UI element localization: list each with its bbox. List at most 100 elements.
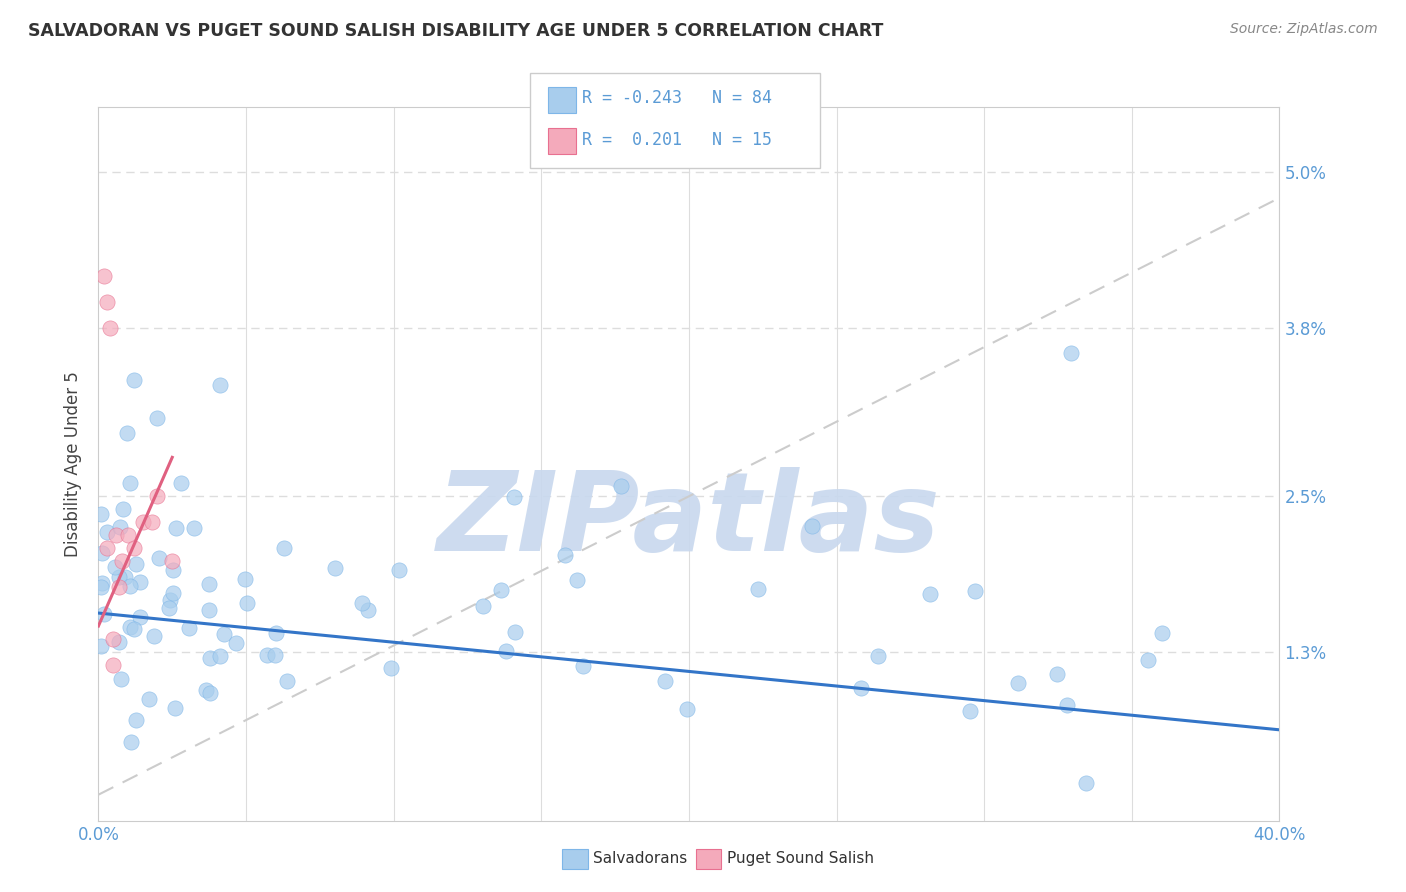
Point <box>209 378 232 392</box>
Point <box>273 541 295 555</box>
Point <box>159 593 181 607</box>
Point <box>801 519 824 533</box>
Point <box>162 563 184 577</box>
Point <box>128 609 150 624</box>
Text: R =  0.201   N = 15: R = 0.201 N = 15 <box>582 131 772 149</box>
Point <box>120 476 142 491</box>
Point <box>118 578 141 592</box>
Point <box>610 479 633 493</box>
Point <box>233 572 256 586</box>
Point <box>1056 698 1078 713</box>
Point <box>350 596 373 610</box>
Point <box>163 701 186 715</box>
Point <box>111 554 134 568</box>
Point <box>388 564 411 578</box>
Point <box>120 620 142 634</box>
Point <box>146 411 169 425</box>
Point <box>96 541 118 556</box>
Point <box>125 557 148 571</box>
Point <box>114 569 136 583</box>
Point <box>148 551 170 566</box>
Point <box>108 520 131 534</box>
Point <box>471 599 494 614</box>
Text: Salvadorans: Salvadorans <box>593 852 688 866</box>
Point <box>128 575 150 590</box>
Point <box>198 576 221 591</box>
Point <box>90 640 112 654</box>
Point <box>105 528 128 542</box>
Point <box>356 603 378 617</box>
Point <box>849 681 872 695</box>
Point <box>263 648 285 662</box>
Point <box>197 603 219 617</box>
Point <box>183 521 205 535</box>
Point <box>141 515 163 529</box>
Point <box>122 541 145 556</box>
Point <box>380 661 402 675</box>
Point <box>98 320 121 334</box>
Point <box>112 501 135 516</box>
Point <box>489 583 512 598</box>
Point <box>225 636 247 650</box>
Point <box>198 650 221 665</box>
Text: R = -0.243   N = 84: R = -0.243 N = 84 <box>582 89 772 107</box>
Point <box>676 702 699 716</box>
Y-axis label: Disability Age Under 5: Disability Age Under 5 <box>65 371 83 557</box>
Point <box>96 524 118 539</box>
Point <box>195 682 218 697</box>
Point <box>920 587 942 601</box>
Point <box>1007 676 1029 690</box>
Point <box>103 632 125 646</box>
Point <box>747 582 769 597</box>
Point <box>90 576 112 591</box>
Point <box>567 573 589 587</box>
Point <box>93 607 115 621</box>
Point <box>256 648 278 663</box>
Point <box>110 672 132 686</box>
Point <box>1046 667 1069 681</box>
Point <box>108 580 131 594</box>
Point <box>323 561 346 575</box>
Point <box>198 686 221 700</box>
Point <box>1150 625 1173 640</box>
Point <box>90 580 112 594</box>
Point <box>107 570 129 584</box>
Point <box>572 658 595 673</box>
Point <box>495 644 517 658</box>
Point <box>122 372 145 386</box>
Point <box>554 548 576 562</box>
Point <box>125 713 148 727</box>
Text: Source: ZipAtlas.com: Source: ZipAtlas.com <box>1230 22 1378 37</box>
Point <box>654 673 676 688</box>
Point <box>104 560 127 574</box>
Point <box>162 554 183 568</box>
Point <box>170 476 193 491</box>
Point <box>179 621 201 635</box>
Point <box>108 635 131 649</box>
Point <box>90 507 112 521</box>
Point <box>117 528 139 542</box>
Point <box>236 596 259 610</box>
Point <box>157 601 180 615</box>
Point <box>165 521 187 535</box>
Point <box>132 515 155 529</box>
Point <box>276 674 298 689</box>
Point <box>1074 776 1097 790</box>
Point <box>965 584 987 599</box>
Point <box>138 691 160 706</box>
Point <box>214 627 236 641</box>
Point <box>91 546 114 560</box>
Text: ZIPatlas: ZIPatlas <box>437 467 941 574</box>
Point <box>120 735 142 749</box>
Point <box>1137 653 1160 667</box>
Point <box>124 623 146 637</box>
Text: Puget Sound Salish: Puget Sound Salish <box>727 852 875 866</box>
Point <box>209 649 232 664</box>
Point <box>103 657 125 672</box>
Point <box>503 491 526 505</box>
Point <box>96 294 118 309</box>
Point <box>503 625 526 640</box>
Point <box>264 625 287 640</box>
Point <box>93 268 115 283</box>
Point <box>959 705 981 719</box>
